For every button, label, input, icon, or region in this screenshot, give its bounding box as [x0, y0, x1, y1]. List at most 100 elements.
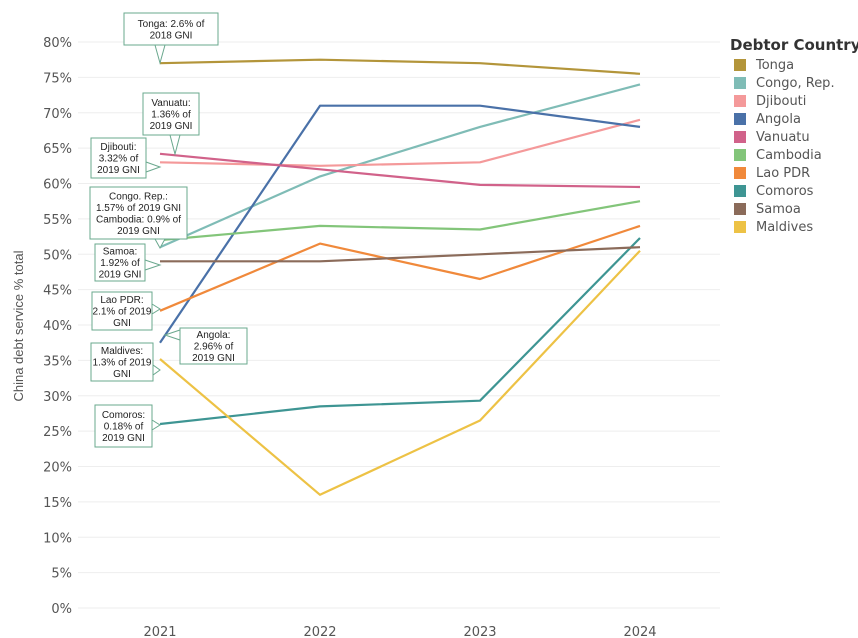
callout-pointer [154, 44, 166, 65]
y-tick-label: 10% [43, 531, 72, 546]
legend-label: Congo, Rep. [756, 75, 835, 91]
series-line-congo-rep [159, 83, 641, 249]
callout-pointer [169, 134, 181, 156]
legend-label: Vanuatu [756, 129, 810, 145]
legend-item: Tonga [730, 56, 858, 74]
callout-pointer [152, 364, 161, 376]
annotation-text: Cambodia: 0.9% of [96, 214, 181, 225]
annotation-text: Angola: [197, 330, 231, 341]
legend-item: Lao PDR [730, 164, 858, 182]
series-line-vanuatu [159, 152, 641, 189]
legend-label: Djibouti [756, 93, 807, 109]
annotation-text: 2.96% of [194, 342, 234, 353]
y-tick-label: 15% [43, 496, 72, 511]
annotation-text: Maldives: [101, 346, 143, 357]
y-axis-ticks: 0% 5% 10% 15% 20% 25% 30% 35% 40% 45% 50% 55% 60% 65%… [43, 36, 72, 617]
legend-swatch [734, 131, 746, 143]
x-tick-label: 2024 [623, 625, 656, 638]
y-tick-label: 65% [43, 142, 72, 157]
y-axis-title: China debt service % total [11, 250, 26, 401]
series-line-comoros [159, 237, 641, 426]
x-axis-ticks: 2021 2022 2023 2024 [143, 625, 656, 638]
y-tick-label: 0% [51, 602, 72, 617]
annotation-text: Tonga: 2.6% of [138, 19, 205, 30]
x-tick-label: 2022 [303, 625, 336, 638]
y-tick-label: 5% [51, 567, 72, 582]
legend-label: Cambodia [756, 147, 822, 163]
callout-box [142, 92, 200, 136]
legend-swatch [734, 221, 746, 233]
legend-swatch [734, 167, 746, 179]
y-tick-label: 50% [43, 248, 72, 263]
series-line-djibouti [159, 118, 641, 167]
annotation-text: GNI [113, 369, 131, 380]
legend-item: Comoros [730, 182, 858, 200]
legend-label: Angola [756, 111, 801, 127]
y-tick-label: 30% [43, 390, 72, 405]
series-line-cambodia [159, 200, 641, 242]
legend-item: Samoa [730, 200, 858, 218]
legend-item: Maldives [730, 218, 858, 236]
callout-pointer [144, 259, 162, 271]
legend-swatch [734, 149, 746, 161]
series-line-samoa [160, 246, 641, 263]
annotation-text: Vanuatu: [151, 98, 190, 109]
legend-label: Comoros [756, 183, 814, 199]
annotation-text: 2019 GNI [117, 226, 160, 237]
legend-item: Vanuatu [730, 128, 858, 146]
callout-box [94, 243, 146, 282]
callout-box [123, 12, 219, 46]
callout-box [94, 404, 153, 448]
callout-box [90, 342, 154, 382]
legend-swatch [734, 77, 746, 89]
annotation-text: Samoa: [103, 247, 137, 258]
legend-swatch [734, 185, 746, 197]
x-tick-label: 2023 [463, 625, 496, 638]
callout-box [89, 186, 188, 240]
annotation-text: 2019 GNI [99, 270, 142, 281]
y-tick-label: 55% [43, 213, 72, 228]
series-line-angola [159, 104, 641, 344]
y-tick-label: 35% [43, 354, 72, 369]
legend-item: Congo, Rep. [730, 74, 858, 92]
annotation-text: Djibouti: [100, 142, 136, 153]
callout-pointer [151, 419, 161, 431]
annotation-text: 2019 GNI [97, 165, 140, 176]
annotation-text: GNI [113, 318, 131, 329]
legend-item: Cambodia [730, 146, 858, 164]
annotation-text: Congo. Rep.: [109, 191, 168, 202]
annotation-text: 2019 GNI [102, 433, 145, 444]
annotation-text: 3.32% of [99, 154, 139, 165]
legend-item: Djibouti [730, 92, 858, 110]
callout-box [179, 327, 248, 365]
legend-label: Maldives [756, 219, 814, 235]
x-tick-label: 2021 [143, 625, 176, 638]
series-line-tonga [159, 58, 641, 75]
annotation-text: 1.36% of [151, 110, 191, 121]
y-tick-label: 25% [43, 425, 72, 440]
callout-box [90, 137, 147, 179]
legend-label: Samoa [756, 201, 801, 217]
legend-swatch [734, 59, 746, 71]
y-tick-label: 60% [43, 178, 72, 193]
annotation-text: 1.92% of [100, 258, 140, 269]
annotation-text: 1.3% of 2019 [93, 358, 152, 369]
y-tick-label: 40% [43, 319, 72, 334]
y-tick-label: 20% [43, 461, 72, 476]
annotation-text: Comoros: [102, 410, 145, 421]
legend-swatch [734, 113, 746, 125]
legend-item: Angola [730, 110, 858, 128]
y-tick-label: 70% [43, 107, 72, 122]
annotation-text: 2018 GNI [150, 30, 193, 41]
annotation-text: 2.1% of 2019 [93, 307, 152, 318]
